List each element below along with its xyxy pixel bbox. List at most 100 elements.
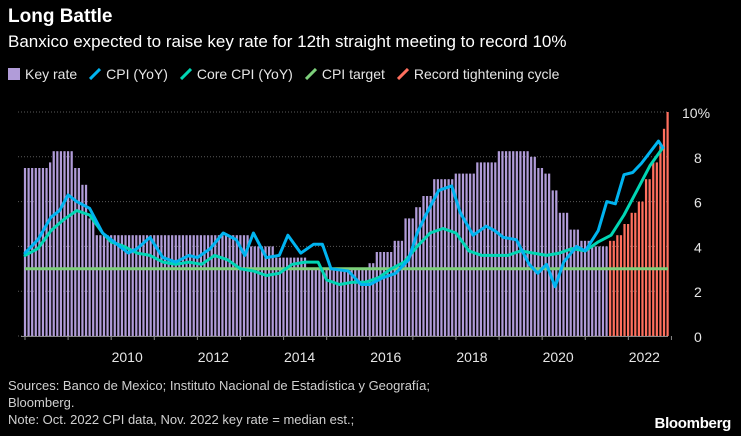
key-rate-bar-130 [490, 162, 493, 336]
legend-label-cpi: CPI (YoY) [106, 66, 168, 82]
key-rate-bar-8 [52, 151, 55, 336]
key-rate-bar-60 [239, 235, 242, 336]
key-rate-bar-77 [300, 257, 303, 336]
key-rate-bar-132 [497, 151, 500, 336]
key-rate-bar-74 [289, 257, 292, 336]
key-rate-bar-19 [92, 218, 95, 336]
key-rate-bar-154 [576, 229, 579, 336]
key-rate-bar-69 [271, 246, 274, 336]
key-rate-bar-178 [662, 128, 666, 336]
key-rate-bar-54 [217, 235, 220, 336]
key-rate-bar-94 [361, 268, 364, 336]
key-rate-bar-26 [117, 235, 120, 336]
key-rate-bar-107 [408, 218, 411, 336]
chart-subtitle: Banxico expected to raise key rate for 1… [8, 32, 567, 51]
key-rate-bar-102 [390, 252, 393, 336]
key-rate-bar-160 [598, 246, 601, 336]
key-rate-bar-4 [38, 168, 41, 336]
key-rate-bar-108 [411, 218, 414, 336]
key-rate-bar-139 [522, 151, 526, 336]
key-rate-bar-105 [400, 240, 404, 336]
key-rate-bar-24 [110, 235, 113, 336]
key-rate-bar-76 [296, 257, 299, 336]
key-rate-bar-144 [540, 168, 544, 336]
key-rate-bar-58 [232, 235, 235, 336]
legend-swatch-cpi [89, 68, 102, 80]
key-rate-bar-51 [206, 235, 210, 336]
key-rate-bar-136 [512, 151, 515, 336]
key-rate-bar-118 [447, 179, 450, 336]
key-rate-bar-41 [171, 235, 174, 336]
key-rate-bar-71 [278, 257, 281, 336]
key-rate-bar-100 [382, 252, 386, 336]
legend-item-tightening: Record tightening cycle [396, 66, 560, 82]
key-rate-bar-21 [99, 235, 102, 336]
legend: Key rate CPI (YoY) Core CPI (YoY) CPI ta… [8, 66, 571, 82]
key-rate-bar-35 [149, 235, 152, 336]
key-rate-bar-95 [364, 268, 368, 336]
legend-swatch-tightening [396, 68, 409, 80]
key-rate-bar-13 [70, 151, 73, 336]
legend-swatch-key-rate [8, 68, 20, 80]
key-rate-bar-33 [142, 235, 145, 336]
key-rate-bar-34 [145, 235, 149, 336]
key-rate-bar-39 [163, 235, 167, 336]
key-rate-bar-46 [189, 235, 192, 336]
key-rate-bar-135 [508, 151, 511, 336]
bloomberg-logo: Bloomberg [654, 415, 732, 432]
key-rate-bar-161 [601, 246, 605, 336]
key-rate-bar-125 [472, 173, 475, 336]
key-rate-bar-97 [372, 263, 375, 336]
key-rate-bar-151 [565, 212, 569, 336]
key-rate-bar-14 [74, 168, 77, 336]
key-rate-bar-89 [343, 268, 346, 336]
legend-item-key-rate: Key rate [8, 66, 77, 82]
key-rate-bar-12 [66, 151, 70, 336]
key-rate-bar-176 [655, 162, 658, 336]
key-rate-bar-168 [627, 224, 630, 336]
key-rate-bar-159 [594, 246, 597, 336]
key-rate-bar-70 [275, 257, 278, 336]
key-rate-bar-88 [339, 268, 343, 336]
key-rate-bar-40 [167, 235, 170, 336]
key-rate-bar-121 [458, 173, 461, 336]
legend-label-core-cpi: Core CPI (YoY) [196, 66, 293, 82]
key-rate-bar-75 [293, 257, 296, 336]
key-rate-bar-164 [612, 240, 615, 336]
key-rate-bar-133 [501, 151, 504, 336]
key-rate-bar-63 [250, 246, 253, 336]
key-rate-bar-78 [303, 257, 307, 336]
x-tick-label-2014: 2014 [284, 349, 315, 365]
key-rate-bar-20 [95, 235, 98, 336]
key-rate-bar-49 [199, 235, 203, 336]
key-rate-bar-179 [666, 112, 669, 336]
key-rate-bar-96 [368, 263, 371, 336]
key-rate-bar-32 [138, 235, 141, 336]
key-rate-bar-53 [214, 235, 217, 336]
footer-note: Note: Oct. 2022 CPI data, Nov. 2022 key … [8, 412, 355, 427]
legend-label-tightening: Record tightening cycle [413, 66, 560, 82]
key-rate-bar-92 [354, 268, 357, 336]
key-rate-bar-174 [648, 179, 651, 336]
key-rate-bar-6 [45, 168, 48, 336]
key-rate-bar-86 [332, 268, 335, 336]
key-rate-bar-99 [379, 252, 382, 336]
key-rate-bar-65 [257, 246, 260, 336]
key-rate-bar-106 [404, 218, 407, 336]
key-rate-bar-148 [555, 190, 558, 336]
key-rate-bar-80 [311, 268, 314, 336]
key-rate-bar-44 [181, 235, 185, 336]
key-rate-bar-67 [264, 246, 267, 336]
y-tick-label-10: 10% [682, 105, 710, 121]
key-rate-bar-169 [630, 212, 633, 336]
key-rate-bar-66 [260, 246, 264, 336]
key-rate-bar-109 [415, 207, 418, 336]
key-rate-bar-5 [41, 168, 45, 336]
key-rate-bar-162 [605, 246, 608, 336]
key-rate-bar-153 [573, 229, 576, 336]
x-tick-label-2018: 2018 [456, 349, 487, 365]
key-rate-bar-115 [436, 179, 439, 336]
key-rate-bar-147 [551, 190, 554, 336]
y-axis: 0 2 4 6 8 10% [682, 105, 710, 345]
cpi-line [23, 139, 665, 289]
